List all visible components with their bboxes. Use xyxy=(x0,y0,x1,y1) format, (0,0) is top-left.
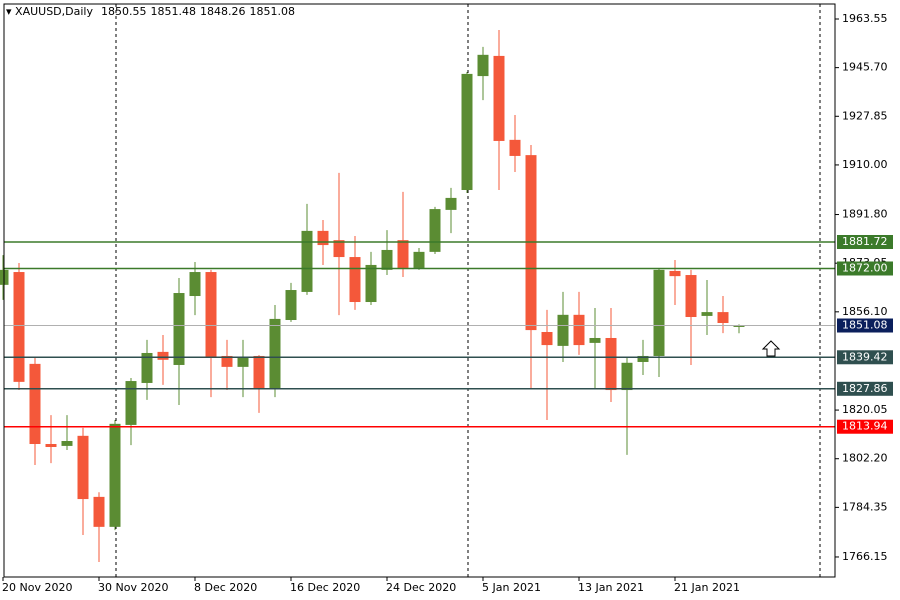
x-tick-label: 24 Dec 2020 xyxy=(386,581,456,594)
x-tick-label: 21 Jan 2021 xyxy=(674,581,740,594)
candle-body xyxy=(285,290,297,321)
candle-body xyxy=(125,381,137,425)
candle-body xyxy=(509,139,521,156)
candle-body xyxy=(637,355,649,362)
candle-body xyxy=(237,356,249,367)
y-tick-label: 1766.15 xyxy=(842,550,888,563)
candle-body xyxy=(29,363,41,445)
candle-body xyxy=(685,275,697,318)
header-open: 1850.55 xyxy=(101,5,147,18)
candle-body xyxy=(605,337,617,391)
level-label-box xyxy=(837,350,893,365)
candle-body xyxy=(621,362,633,391)
plot-frame xyxy=(3,3,836,578)
candle-body xyxy=(349,257,361,303)
candle-body xyxy=(301,230,313,292)
y-tick-label: 1820.05 xyxy=(842,403,888,416)
candle-body xyxy=(93,496,105,527)
y-tick-label: 1856.10 xyxy=(842,305,888,318)
candle-body xyxy=(221,355,233,367)
level-label: 1827.86 xyxy=(842,382,888,395)
candle-body xyxy=(253,355,265,389)
header-low: 1848.26 xyxy=(200,5,246,18)
candle-body xyxy=(397,240,409,268)
candle-body xyxy=(733,325,745,327)
header-close: 1851.08 xyxy=(249,5,295,18)
candle-body xyxy=(189,272,201,297)
candle-body xyxy=(557,314,569,346)
candle-body xyxy=(669,270,681,277)
level-label-box xyxy=(837,261,893,276)
symbol: XAUUSD,Daily xyxy=(15,5,93,18)
level-label-box xyxy=(837,318,893,333)
x-tick-label: 16 Dec 2020 xyxy=(290,581,360,594)
candle-body xyxy=(269,318,281,389)
level-label: 1851.08 xyxy=(842,319,888,332)
y-tick-label: 1927.85 xyxy=(842,109,888,122)
candle-body xyxy=(477,54,489,77)
candle-body xyxy=(77,435,89,500)
candle-body xyxy=(317,230,329,246)
x-tick-label: 8 Dec 2020 xyxy=(194,581,257,594)
candle-body xyxy=(173,293,185,365)
candle-body xyxy=(381,249,393,270)
candle-body xyxy=(141,352,153,383)
level-label-box xyxy=(837,419,893,434)
candle-body xyxy=(333,240,345,258)
y-tick-label: 1945.70 xyxy=(842,61,888,74)
y-tick-label: 1963.55 xyxy=(842,12,888,25)
level-label: 1881.72 xyxy=(842,235,888,248)
candle-body xyxy=(573,314,585,346)
candle-body xyxy=(45,444,57,448)
candle-body xyxy=(205,272,217,358)
candle-body xyxy=(541,331,553,346)
candle-body xyxy=(653,269,665,356)
candle-body xyxy=(61,441,73,446)
candle-body xyxy=(365,264,377,303)
level-label-box xyxy=(837,235,893,250)
header-arrow: ▾ xyxy=(6,5,15,18)
header-high: 1851.48 xyxy=(150,5,196,18)
candle-body xyxy=(589,337,601,343)
y-tick-label: 1910.00 xyxy=(842,158,888,171)
candle-body xyxy=(429,209,441,252)
candle-body xyxy=(157,351,169,360)
x-tick-label: 13 Jan 2021 xyxy=(578,581,644,594)
candle-body xyxy=(461,73,473,191)
x-tick-label: 20 Nov 2020 xyxy=(2,581,72,594)
header: ▾ XAUUSD,Daily 1850.55 1851.48 1848.26 1851.… xyxy=(6,5,295,18)
level-label: 1839.42 xyxy=(842,350,888,363)
buy-arrow xyxy=(761,340,781,357)
candle-body xyxy=(701,312,713,316)
candle-body xyxy=(717,312,729,323)
level-label: 1872.00 xyxy=(842,261,888,274)
y-tick-label: 1784.35 xyxy=(842,500,888,513)
candle-body xyxy=(493,55,505,141)
y-tick-label: 1891.80 xyxy=(842,208,888,221)
level-label: 1813.94 xyxy=(842,420,888,433)
candle-body xyxy=(109,423,121,527)
level-label-box xyxy=(837,381,893,396)
candle-body xyxy=(413,251,425,268)
candle-body xyxy=(13,272,25,382)
candle-body xyxy=(445,197,457,210)
y-tick-label: 1802.20 xyxy=(842,452,888,465)
x-tick-label: 30 Nov 2020 xyxy=(98,581,168,594)
x-tick-label: 5 Jan 2021 xyxy=(482,581,541,594)
